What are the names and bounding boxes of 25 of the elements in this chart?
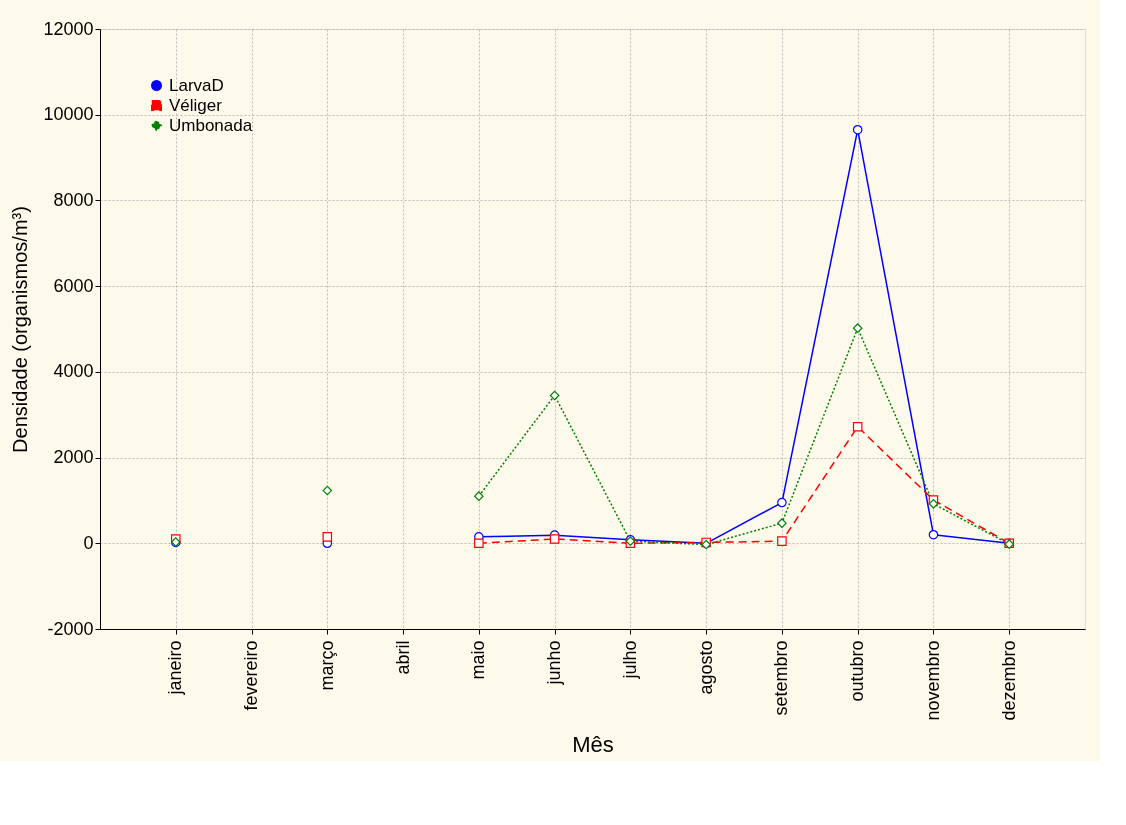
- y-tick-label: 8000: [53, 189, 94, 210]
- y-tick-label: 2000: [53, 447, 94, 468]
- y-tick-label: 12000: [43, 18, 94, 39]
- x-tick-label: agosto: [695, 640, 716, 695]
- x-tick-label: abril: [392, 640, 413, 675]
- x-tick-label: junho: [544, 640, 565, 686]
- y-tick-label: 4000: [53, 361, 94, 382]
- legend-label: Umbonada: [169, 115, 253, 135]
- legend-label: Véliger: [169, 95, 223, 115]
- x-tick-label: dezembro: [998, 640, 1019, 721]
- x-tick-label: setembro: [771, 640, 792, 716]
- x-tick-label: novembro: [922, 640, 943, 721]
- y-tick-label: 10000: [43, 104, 94, 125]
- y-tick-label: -2000: [47, 618, 94, 639]
- x-tick-label: outubro: [847, 640, 868, 702]
- x-tick-label: março: [316, 640, 337, 691]
- y-tick-label: 6000: [53, 275, 94, 296]
- y-tick-label: 0: [83, 532, 94, 553]
- legend-label: LarvaD: [169, 75, 224, 95]
- y-axis-title: Densidade (organismos/m³): [9, 206, 32, 453]
- x-tick-label: fevereiro: [241, 640, 262, 711]
- x-tick-label: julho: [619, 640, 640, 680]
- x-tick-label: janeiro: [165, 640, 186, 696]
- x-axis-title: Mês: [572, 731, 614, 757]
- x-tick-label: maio: [468, 640, 489, 680]
